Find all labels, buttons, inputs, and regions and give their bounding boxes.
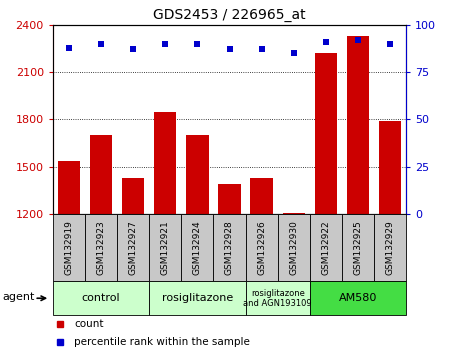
Point [322,39,330,45]
Bar [186,135,208,214]
Text: GSM132924: GSM132924 [193,221,202,275]
Bar [90,135,112,214]
Text: GSM132926: GSM132926 [257,221,266,275]
Bar [85,214,117,281]
Text: GSM132930: GSM132930 [289,220,298,275]
Bar [315,53,337,214]
Bar [181,214,213,281]
Text: GSM132927: GSM132927 [129,221,138,275]
Text: control: control [82,293,120,303]
Point [194,41,201,47]
Bar [283,213,305,214]
Text: rosiglitazone: rosiglitazone [162,293,233,303]
Point [386,41,394,47]
Text: GSM132928: GSM132928 [225,221,234,275]
Text: GSM132929: GSM132929 [386,221,395,275]
Text: GSM132923: GSM132923 [96,221,106,275]
Point [162,41,169,47]
Text: GSM132921: GSM132921 [161,221,170,275]
Bar [117,214,149,281]
Bar [246,281,310,315]
Text: count: count [74,319,103,329]
Point [65,45,73,50]
Text: GSM132922: GSM132922 [321,221,330,275]
Bar [154,112,177,214]
Bar [347,36,369,214]
Bar [374,214,406,281]
Bar [278,214,310,281]
Bar [149,281,246,315]
Bar [122,178,145,214]
Bar [379,121,402,214]
Bar [53,281,149,315]
Text: AM580: AM580 [339,293,377,303]
Bar [149,214,181,281]
Bar [342,214,374,281]
Bar [53,214,85,281]
Point [226,47,233,52]
Point [97,41,105,47]
Bar [218,184,241,214]
Bar [246,214,278,281]
Point [354,37,362,43]
Point [258,47,265,52]
Point [290,50,297,56]
Text: GSM132919: GSM132919 [64,220,73,275]
Bar [251,178,273,214]
Text: agent: agent [3,292,35,302]
Text: rosiglitazone
and AGN193109: rosiglitazone and AGN193109 [243,289,312,308]
Point [129,47,137,52]
Text: percentile rank within the sample: percentile rank within the sample [74,337,250,347]
Bar [213,214,246,281]
Title: GDS2453 / 226965_at: GDS2453 / 226965_at [153,8,306,22]
Text: GSM132925: GSM132925 [353,221,363,275]
Bar [310,281,406,315]
Bar [310,214,342,281]
Bar [58,160,80,214]
